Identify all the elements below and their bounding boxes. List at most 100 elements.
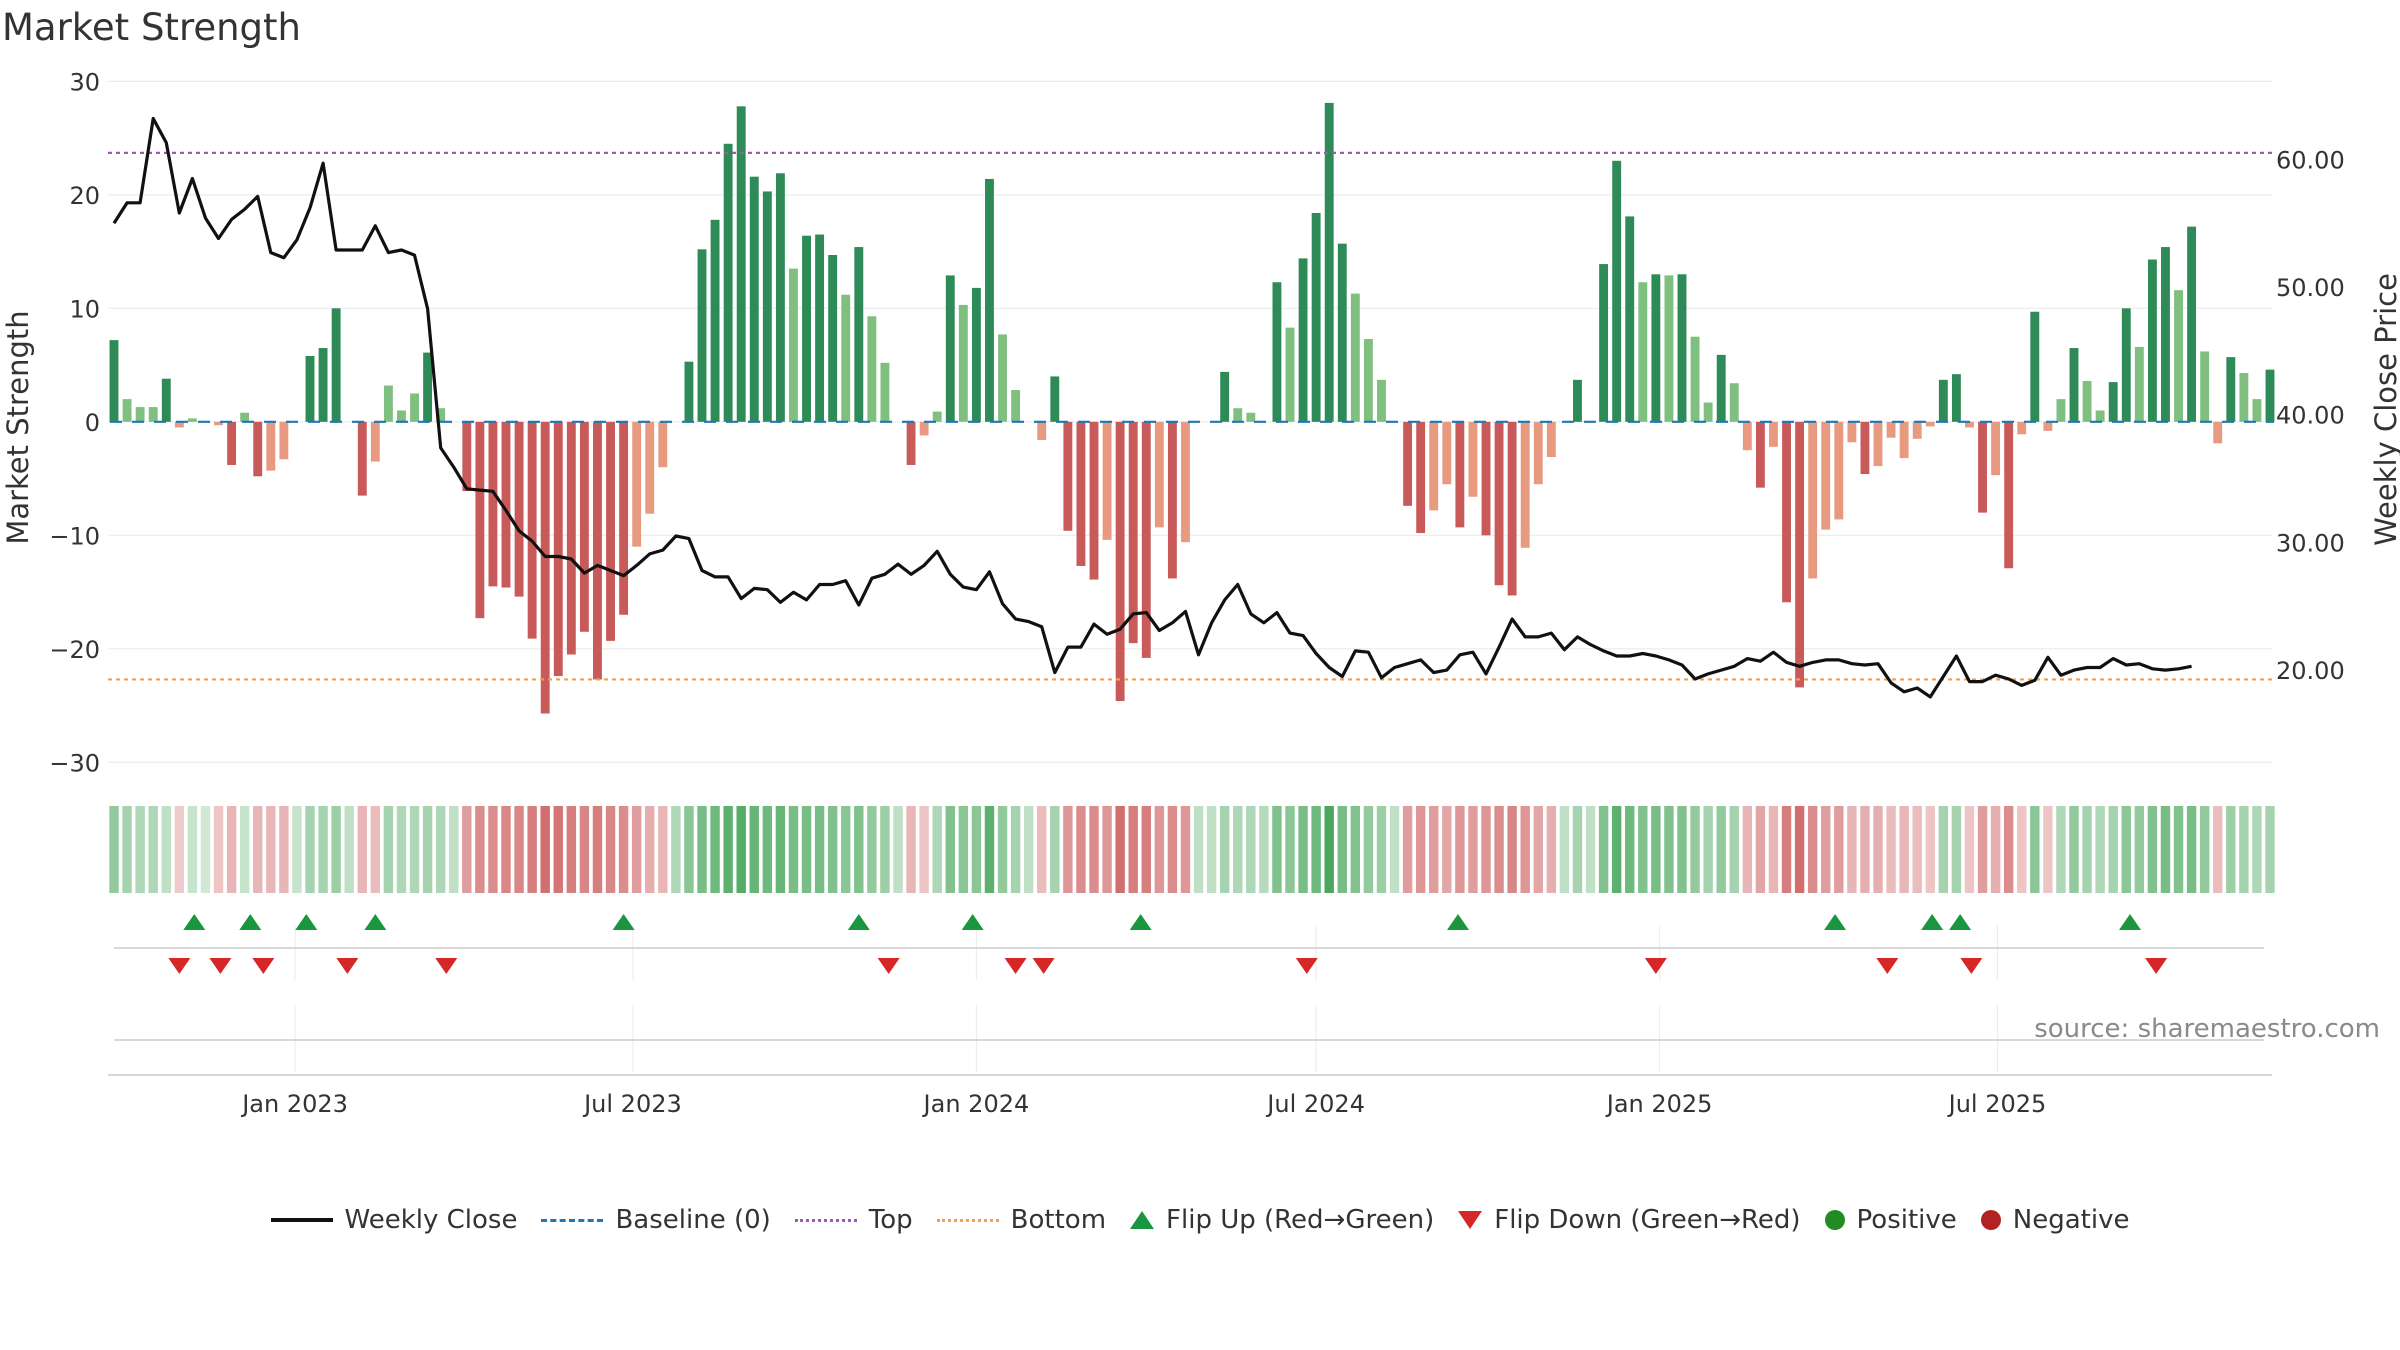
legend-label: Positive: [1856, 1205, 1957, 1235]
heatmap-cell: [1951, 806, 1962, 893]
strength-bar: [880, 362, 890, 422]
heatmap-cell: [762, 806, 773, 893]
heatmap-cell: [605, 806, 616, 893]
heatmap-cell: [2017, 806, 2027, 893]
heatmap-cell: [1415, 806, 1426, 893]
heatmap-cell: [1873, 806, 1883, 893]
strength-bar: [2252, 399, 2262, 422]
legend-label: Bottom: [1010, 1205, 1107, 1235]
heatmap-strip: [109, 806, 2275, 893]
legend-item-baseline[interactable]: Baseline (0): [541, 1205, 771, 1235]
y2-axis-title: Weekly Close Price: [2369, 273, 2400, 546]
strength-bar: [1128, 421, 1138, 644]
heatmap-cell: [1259, 806, 1269, 893]
heatmap-cell: [1572, 806, 1583, 893]
strength-bar: [462, 421, 472, 492]
strength-bar: [658, 421, 668, 468]
heatmap-cell: [827, 806, 838, 893]
triangle-up-icon: [1130, 1211, 1155, 1229]
heatmap-cell: [1050, 806, 1060, 893]
strength-bar: [1429, 421, 1439, 511]
heatmap-cell: [1742, 806, 1753, 893]
strength-bar: [1037, 421, 1047, 440]
heatmap-cell: [501, 806, 511, 893]
flip-down-marker: [336, 958, 359, 974]
heatmap-cell: [867, 806, 877, 893]
strength-bar: [1860, 421, 1870, 475]
strength-bar: [697, 249, 707, 422]
heatmap-cell: [1886, 806, 1896, 893]
heatmap-cell: [2069, 806, 2079, 893]
heatmap-cell: [1794, 806, 1805, 893]
strength-bar: [2200, 351, 2210, 422]
chart-title: Market Strength: [2, 6, 301, 49]
strength-bar: [815, 234, 825, 422]
flip-up-marker: [1129, 914, 1152, 930]
heatmap-cell: [383, 806, 394, 893]
heatmap-cell: [422, 806, 433, 893]
strength-bar: [1050, 376, 1060, 422]
heatmap-cell: [1141, 806, 1151, 893]
heatmap-cell: [148, 806, 158, 893]
strength-bar: [1899, 421, 1909, 459]
heatmap-cell: [331, 806, 341, 893]
heatmap-cell: [788, 806, 799, 893]
triangle-down-icon: [1458, 1211, 1483, 1229]
heatmap-cell: [1376, 806, 1387, 893]
heatmap-cell: [2003, 806, 2014, 893]
strength-bar: [475, 421, 485, 619]
heatmap-cell: [1611, 806, 1622, 893]
heatmap-cell: [893, 806, 903, 893]
flip-down-marker: [877, 958, 900, 974]
strength-bar: [710, 219, 720, 422]
heatmap-cell: [1298, 806, 1308, 893]
legend-item-top[interactable]: Top: [794, 1205, 913, 1235]
strength-bar: [802, 235, 811, 422]
heatmap-cell: [1089, 806, 1099, 893]
heatmap-cell: [775, 806, 786, 893]
strength-bar: [789, 268, 798, 422]
strength-bar: [1821, 421, 1831, 530]
strength-bar: [331, 308, 341, 422]
heatmap-cell: [1520, 806, 1530, 893]
legend-item-flip-down[interactable]: Flip Down (Green→Red): [1458, 1205, 1801, 1235]
strength-bar: [1416, 421, 1426, 534]
strength-bar: [2213, 421, 2223, 444]
strength-bar: [2187, 226, 2197, 422]
heatmap-cell: [344, 806, 354, 893]
legend-item-close[interactable]: Weekly Close: [270, 1205, 517, 1235]
strength-bar: [1481, 421, 1491, 536]
heatmap-cell: [1716, 806, 1726, 893]
strength-bar: [1285, 327, 1295, 422]
strength-bar: [1873, 421, 1883, 467]
strength-bar: [527, 421, 537, 639]
legend-item-positive[interactable]: Positive: [1824, 1205, 1957, 1235]
legend-item-flip-up[interactable]: Flip Up (Red→Green): [1130, 1205, 1434, 1235]
legend-label: Flip Down (Green→Red): [1494, 1205, 1801, 1235]
strength-bar: [1233, 408, 1243, 422]
strength-bar: [606, 421, 615, 641]
heatmap-cell: [2213, 806, 2223, 893]
strength-bar: [1677, 274, 1687, 422]
flip-up-marker: [961, 914, 984, 930]
heatmap-cell: [1559, 806, 1570, 893]
strength-bar: [357, 421, 367, 496]
heatmap-cell: [200, 806, 211, 893]
strength-bar: [867, 316, 877, 422]
strength-bar: [762, 191, 772, 422]
heatmap-cell: [2030, 806, 2040, 893]
heatmap-cell: [1494, 806, 1504, 893]
strength-bar: [736, 106, 746, 422]
strength-bar: [1938, 379, 1948, 422]
strength-bar: [1076, 421, 1086, 566]
heatmap-cell: [1010, 806, 1021, 893]
strength-bar: [383, 385, 393, 422]
flip-up-marker: [295, 914, 318, 930]
flip-down-marker: [1644, 958, 1667, 974]
legend-item-bottom[interactable]: Bottom: [936, 1205, 1107, 1235]
heatmap-cell: [2095, 806, 2105, 893]
strength-bar: [1115, 421, 1125, 702]
legend-item-negative[interactable]: Negative: [1980, 1205, 2129, 1235]
strength-bar: [1063, 421, 1073, 531]
legend-label: Baseline (0): [615, 1205, 771, 1235]
